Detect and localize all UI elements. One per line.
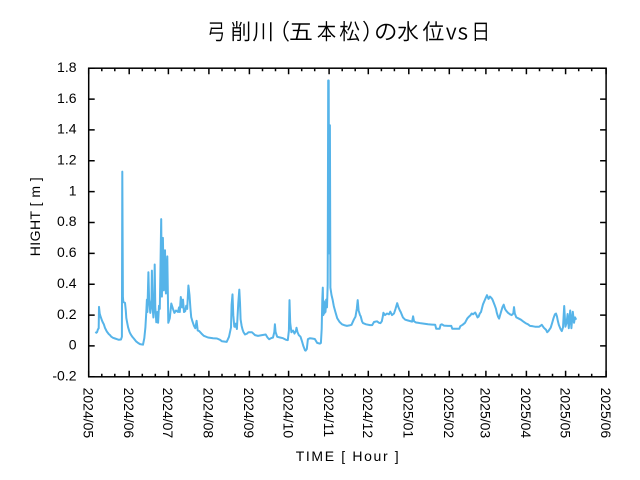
svg-text:1.8: 1.8 xyxy=(57,59,77,75)
svg-text:1.6: 1.6 xyxy=(57,90,77,106)
svg-text:2024/08: 2024/08 xyxy=(201,388,217,439)
svg-text:HIGHT [ m ]: HIGHT [ m ] xyxy=(27,177,43,256)
svg-text:0: 0 xyxy=(69,337,77,353)
svg-text:2025/02: 2025/02 xyxy=(441,388,457,439)
svg-text:1.4: 1.4 xyxy=(57,121,77,137)
svg-text:2024/12: 2024/12 xyxy=(360,388,376,439)
svg-text:2025/01: 2025/01 xyxy=(401,388,417,439)
svg-text:0.2: 0.2 xyxy=(57,306,77,322)
svg-text:2024/10: 2024/10 xyxy=(280,388,296,439)
svg-text:1.2: 1.2 xyxy=(57,152,77,168)
svg-text:2025/03: 2025/03 xyxy=(478,388,494,439)
svg-text:2024/06: 2024/06 xyxy=(121,388,137,439)
svg-text:2024/05: 2024/05 xyxy=(81,388,97,439)
svg-text:2025/06: 2025/06 xyxy=(598,388,614,439)
svg-text:TIME [ Hour ]: TIME [ Hour ] xyxy=(296,448,399,464)
svg-text:-0.2: -0.2 xyxy=(52,368,76,384)
svg-text:2025/05: 2025/05 xyxy=(557,388,573,439)
svg-text:2024/09: 2024/09 xyxy=(241,388,257,439)
svg-text:2025/04: 2025/04 xyxy=(518,388,534,439)
svg-text:0.6: 0.6 xyxy=(57,244,77,260)
svg-text:2024/07: 2024/07 xyxy=(160,388,176,439)
svg-text:0.8: 0.8 xyxy=(57,213,77,229)
svg-text:2024/11: 2024/11 xyxy=(321,388,337,438)
svg-text:0.4: 0.4 xyxy=(57,275,77,291)
svg-text:1: 1 xyxy=(69,182,77,198)
